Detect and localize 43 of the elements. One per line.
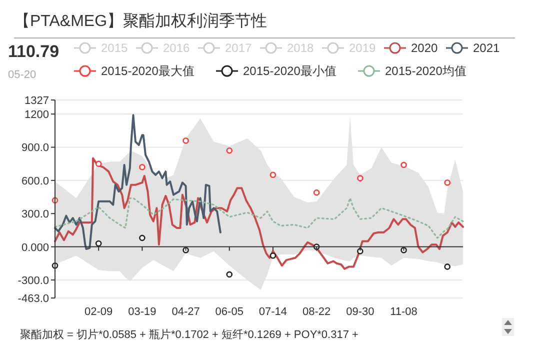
legend-label: 2020 xyxy=(411,41,438,55)
point xyxy=(357,175,364,182)
y-tick-label: 1200 xyxy=(24,109,49,122)
point xyxy=(357,248,364,254)
text: 110.79 xyxy=(8,42,60,61)
text: 聚酯加权 = 切片*0.0585 + 瓶片*0.1702 + 短纤*0.1269 + POY*0.317 + xyxy=(20,328,358,341)
point xyxy=(182,137,189,144)
y-tick-label: -463.0 xyxy=(18,293,49,305)
y-tick-label: 900.0 xyxy=(21,142,49,154)
point xyxy=(139,234,146,242)
text: 05-20 xyxy=(8,69,36,81)
x-tick-label: 07-14 xyxy=(258,306,288,318)
point xyxy=(400,162,407,168)
line-series xyxy=(54,114,222,250)
point xyxy=(444,264,450,270)
x-tick-label: 06-05 xyxy=(215,306,244,318)
point xyxy=(139,164,146,170)
y-tick-label: 300.0 xyxy=(21,208,49,221)
x-tick-label: 11-08 xyxy=(390,306,418,318)
point xyxy=(95,240,102,247)
line-series xyxy=(54,197,464,239)
legend-label: 2015-2020最大值 xyxy=(101,64,194,78)
y-tick-label: -300.0 xyxy=(18,274,49,287)
point xyxy=(226,271,233,278)
x-tick-label: 04-27 xyxy=(172,306,200,318)
legend-label: 2015-2020均值 xyxy=(385,64,466,78)
y-tick-label: 600.0 xyxy=(21,175,49,188)
legend-label: 2015-2020最小值 xyxy=(243,64,336,78)
x-tick-label: 09-30 xyxy=(346,306,374,318)
point xyxy=(270,172,276,178)
point xyxy=(313,189,320,196)
legend-label: 2021 xyxy=(473,41,500,55)
point xyxy=(95,160,102,167)
point xyxy=(226,147,233,154)
point xyxy=(444,179,450,186)
point xyxy=(270,252,276,259)
x-tick-label: 03-19 xyxy=(128,306,156,318)
chart-title: 【PTA&MEG】聚酯加权利润季节性 xyxy=(14,12,268,30)
x-tick-label: 08-22 xyxy=(302,306,331,318)
y-tick-label: 0.000 xyxy=(21,242,49,254)
y-tick-label: 1327 xyxy=(24,95,49,107)
line-series xyxy=(54,157,464,270)
x-tick-label: 02-09 xyxy=(84,306,113,318)
